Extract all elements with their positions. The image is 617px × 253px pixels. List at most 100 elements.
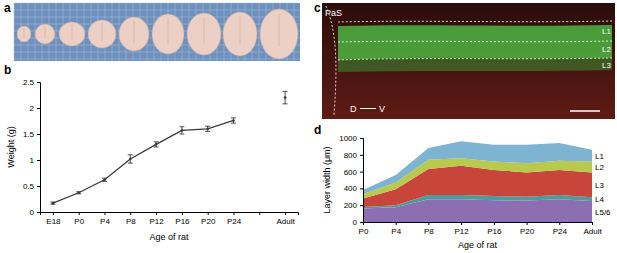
tick-mark [37, 186, 40, 187]
tick-mark [396, 222, 397, 225]
brain [152, 14, 184, 54]
tick-mark [79, 212, 80, 215]
brain-midline [240, 16, 241, 45]
tick-mark [53, 212, 54, 215]
tick: 2 [30, 104, 40, 113]
tick: P16 [175, 212, 190, 226]
axis: 00.511.522.5 [23, 78, 41, 217]
region-boundary [326, 6, 336, 115]
error-bar [76, 192, 81, 194]
series-label: L4 [595, 195, 604, 204]
x-axis-title: Age of rat [458, 240, 498, 250]
tick: P24 [227, 212, 242, 226]
tick: P0 [359, 222, 369, 236]
brain [260, 9, 298, 59]
tick-mark [37, 160, 40, 161]
brain [187, 13, 221, 55]
tick: P0 [74, 212, 84, 226]
tick: 200 [344, 201, 363, 210]
marker [52, 202, 55, 205]
tick-label: P8 [424, 227, 434, 236]
tick-mark [208, 212, 209, 215]
marker [232, 119, 235, 122]
tick-mark [37, 212, 40, 213]
error-bar [50, 202, 55, 204]
panel-label: b [4, 63, 11, 77]
layer-boundary [338, 41, 612, 42]
tick: E18 [46, 212, 61, 226]
tick-mark [428, 222, 429, 225]
brain-midline [168, 18, 169, 44]
brain-midline [102, 23, 103, 41]
area [363, 141, 592, 194]
tick-mark [360, 188, 363, 189]
marker [77, 191, 80, 194]
tick-mark [360, 222, 363, 223]
tick-label: 2 [30, 104, 35, 113]
tick: 1000 [339, 134, 363, 143]
layer-label: L3 [602, 61, 611, 70]
scale-bar [570, 110, 600, 112]
brain [35, 24, 55, 44]
tick: 800 [344, 151, 363, 160]
tick-mark [559, 222, 560, 225]
green-layer [338, 25, 612, 60]
tick-label: 0 [353, 218, 358, 227]
brain-midline [134, 20, 135, 42]
tick-label: E18 [46, 217, 61, 226]
y-axis-title: Weight (g) [6, 126, 16, 167]
brain-midline [279, 14, 280, 47]
green-layer [338, 58, 612, 72]
tick: Adult [276, 212, 295, 226]
tick-label: P0 [74, 217, 84, 226]
layer-label: L2 [602, 45, 611, 54]
grid-pattern [14, 52, 300, 53]
layer-boundary [338, 58, 612, 60]
tick-mark [285, 212, 286, 215]
tick-label: Adult [276, 217, 295, 226]
error-bar [128, 155, 133, 163]
grid-pattern [14, 17, 300, 18]
axis: P0 P4 P8 P12 P16 P20 P24 Adult [359, 222, 603, 236]
tick-mark [494, 222, 495, 225]
tick-label: P24 [227, 217, 242, 226]
tick-mark [360, 138, 363, 139]
chart: 00.511.522.5E18P0P4P8P12P16P20P24AdultAg… [6, 78, 299, 242]
tick-mark [105, 212, 106, 215]
tick: P8 [424, 222, 434, 236]
brain [17, 26, 31, 42]
line [53, 98, 285, 204]
x-axis-title: Age of rat [149, 232, 189, 242]
tick: Adult [583, 222, 602, 236]
tick-label: 200 [344, 201, 358, 210]
tick-label: P16 [487, 227, 502, 236]
tick-label: Adult [583, 227, 602, 236]
tick: 2.5 [23, 78, 40, 87]
tick: 600 [344, 168, 363, 177]
tick: P16 [487, 222, 502, 236]
series-label: L1 [595, 152, 604, 161]
tick: P12 [149, 212, 164, 226]
tick: P8 [126, 212, 136, 226]
marker [206, 128, 209, 131]
tick-label: P4 [391, 227, 401, 236]
axis: E18P0P4P8P12P16P20P24Adult [41, 212, 299, 226]
tick: 0.5 [23, 182, 40, 191]
tick: 0 [30, 208, 40, 217]
tick-label: P24 [553, 227, 568, 236]
tick-mark [156, 212, 157, 215]
chart: L5/6L4L3L2L102004006008001000P0P4P8P12P1… [322, 134, 611, 250]
tick: P12 [455, 222, 470, 236]
tick-label: P8 [126, 217, 136, 226]
axis-line [360, 139, 364, 223]
grid-pattern [14, 3, 15, 61]
tick-mark [461, 222, 462, 225]
tick-mark [37, 134, 40, 135]
tick-label: 1.5 [23, 130, 35, 139]
tick-label: 0 [30, 208, 35, 217]
series-label: L3 [595, 181, 604, 190]
tick: P20 [520, 222, 535, 236]
grid-pattern [14, 59, 300, 60]
photo-background [14, 3, 300, 61]
orientation-bar [360, 108, 376, 109]
